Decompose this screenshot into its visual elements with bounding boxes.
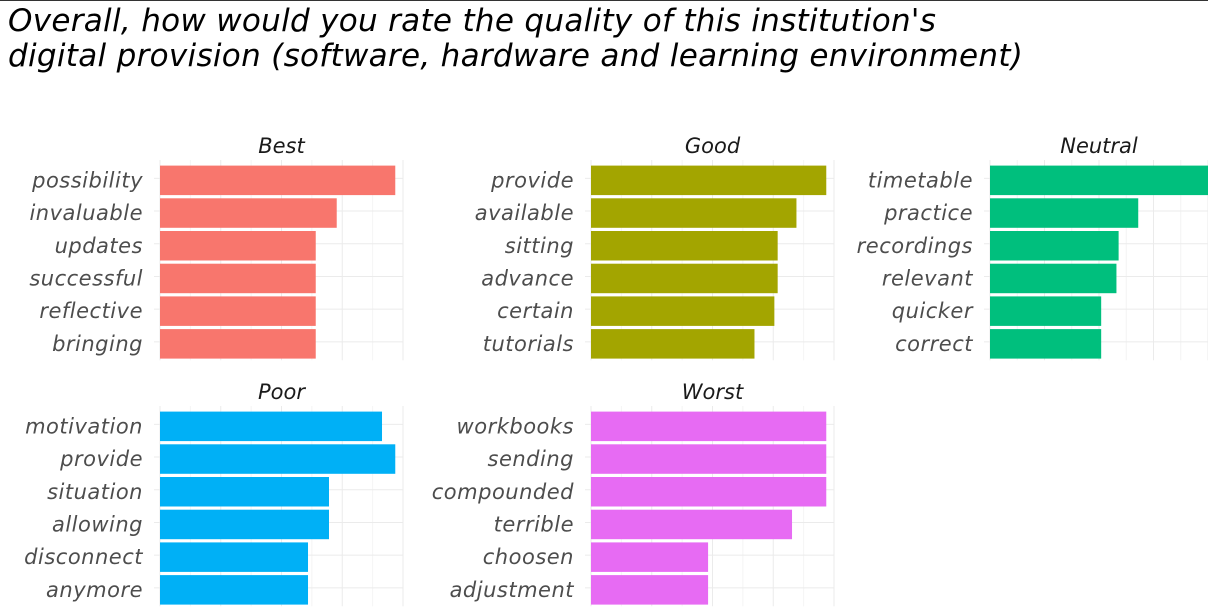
bar-poor-disconnect	[160, 542, 309, 572]
category-label-poor: situation	[47, 480, 143, 504]
bar-poor-anymore	[160, 575, 309, 605]
category-label-best: invaluable	[29, 201, 143, 225]
panel-title-good: Good	[685, 134, 741, 158]
bar-neutral-relevant	[990, 263, 1117, 294]
category-label-poor: disconnect	[24, 545, 143, 569]
bar-best-updates	[160, 231, 316, 261]
category-label-neutral: correct	[895, 332, 973, 356]
panel-title-neutral: Neutral	[1060, 134, 1138, 158]
category-label-poor: anymore	[46, 578, 143, 602]
category-label-good: certain	[497, 299, 574, 323]
panel-title-poor: Poor	[258, 380, 306, 404]
bar-poor-motivation	[160, 411, 383, 442]
chart-title-line-2: digital provision (software, hardware an…	[8, 38, 1024, 74]
bar-best-invaluable	[160, 198, 337, 228]
bar-worst-sending	[591, 444, 827, 474]
chart-title-line-1: Overall, how would you rate the quality …	[8, 3, 937, 39]
panel-poor: Poor motivation provide situation allowing di…	[24, 380, 404, 607]
category-label-good: provide	[490, 168, 574, 192]
bar-worst-adjustment	[591, 575, 709, 605]
category-label-best: updates	[55, 234, 143, 258]
category-label-neutral: practice	[883, 201, 973, 225]
category-label-neutral: relevant	[882, 266, 973, 290]
bar-good-provide	[591, 165, 827, 196]
category-label-neutral: quicker	[892, 299, 974, 323]
bar-poor-situation	[160, 477, 329, 507]
category-label-neutral: recordings	[857, 234, 973, 258]
panel-title-best: Best	[258, 134, 305, 158]
bar-worst-workbooks	[591, 411, 827, 442]
bar-neutral-correct	[990, 329, 1102, 359]
category-label-worst: terrible	[494, 512, 574, 536]
bar-best-successful	[160, 263, 316, 294]
bar-best-bringing	[160, 329, 316, 359]
category-label-worst: compounded	[432, 480, 574, 504]
bar-good-certain	[591, 296, 775, 326]
category-label-poor: motivation	[25, 414, 143, 438]
bar-best-possibility	[160, 165, 396, 196]
category-label-worst: choosen	[483, 545, 574, 569]
panel-good: Good provide available sitting advance certai…	[475, 134, 835, 361]
category-label-best: reflective	[39, 299, 143, 323]
category-label-best: possibility	[31, 168, 143, 192]
bar-poor-allowing	[160, 509, 329, 540]
bar-neutral-recordings	[990, 231, 1119, 261]
category-label-good: sitting	[505, 234, 574, 258]
panel-neutral: Neutral timetable practice recordings releva…	[857, 134, 1208, 361]
bar-neutral-quicker	[990, 296, 1102, 326]
panel-worst: Worst workbooks sending compounded terrible c…	[432, 380, 835, 607]
chart-title: Overall, how would you rate the quality …	[8, 4, 1204, 74]
panel-best: Best possibility invaluable updates successf…	[29, 134, 404, 361]
bar-neutral-timetable	[990, 165, 1208, 196]
category-label-worst: sending	[488, 447, 574, 471]
category-label-good: tutorials	[483, 332, 574, 356]
bar-good-advance	[591, 263, 778, 294]
bar-good-sitting	[591, 231, 778, 261]
bar-poor-provide	[160, 444, 396, 474]
category-label-worst: workbooks	[457, 414, 574, 438]
bar-good-tutorials	[591, 329, 755, 359]
bar-worst-compounded	[591, 477, 827, 507]
bar-worst-choosen	[591, 542, 709, 572]
category-label-poor: provide	[59, 447, 143, 471]
bar-good-available	[591, 198, 797, 228]
top-border	[0, 0, 1208, 1]
category-label-good: available	[475, 201, 574, 225]
bar-neutral-practice	[990, 198, 1139, 228]
bar-worst-terrible	[591, 509, 793, 540]
bar-best-reflective	[160, 296, 316, 326]
category-label-poor: allowing	[52, 512, 143, 536]
category-label-worst: adjustment	[450, 578, 575, 602]
category-label-good: advance	[481, 266, 574, 290]
panel-title-worst: Worst	[682, 380, 744, 404]
category-label-best: bringing	[52, 332, 143, 356]
category-label-best: successful	[29, 266, 143, 290]
category-label-neutral: timetable	[868, 168, 973, 192]
